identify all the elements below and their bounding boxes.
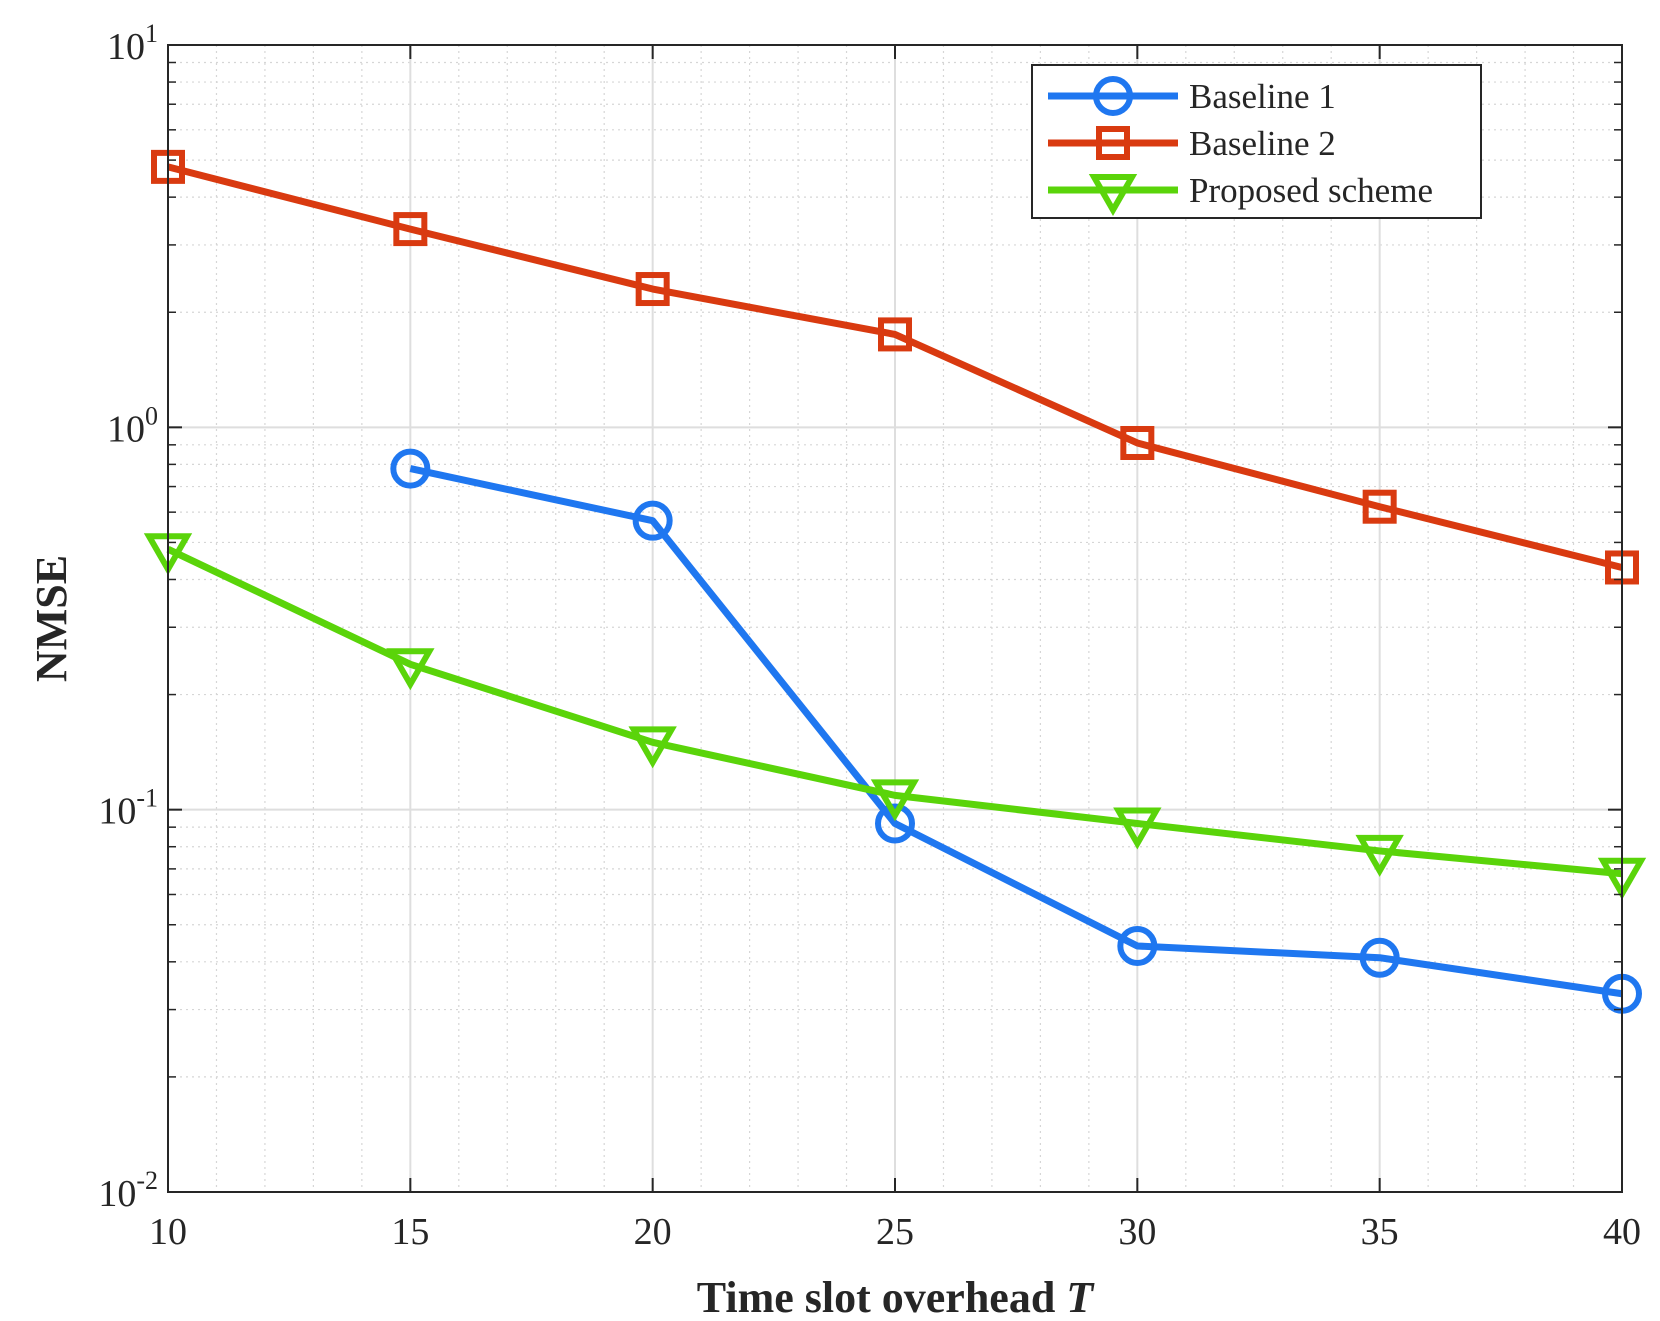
data-point-square [635,272,670,307]
legend-label: Baseline 1 [1189,77,1336,116]
legend-marker-circle [1093,76,1133,116]
x-tick-label: 15 [391,1211,429,1253]
series-baseline-1 [390,448,1642,1014]
data-point-triangle-down [870,779,920,822]
y-tick-label-exponent: -1 [136,784,158,813]
data-point-square [393,212,428,247]
legend-label: Proposed scheme [1189,171,1433,210]
x-tick-label: 35 [1361,1211,1399,1253]
x-axis-title-text: Time slot overhead [697,1273,1056,1321]
data-point-circle [1117,925,1158,966]
x-tick-label: 30 [1118,1211,1156,1253]
y-tick-label: 101 [107,19,158,68]
series-line [409,465,1623,998]
x-tick-label: 10 [149,1211,187,1253]
legend-marker-triangle-down [1088,174,1138,217]
y-axis-title: NMSE [27,555,76,682]
data-point-triangle-down [1355,834,1404,877]
data-point-circle [632,500,673,541]
data-point-circle [1359,937,1400,978]
y-tick-label-exponent: 1 [145,19,158,48]
data-point-triangle-down [1113,807,1162,850]
x-tick-label: 20 [634,1211,672,1253]
y-tick-label-base: 10 [98,1173,136,1215]
data-point-circle [390,448,431,489]
y-tick-label-base: 10 [107,26,145,68]
legend-label: Baseline 2 [1189,124,1336,163]
series-line [167,163,1623,571]
data-point-square [1120,425,1155,460]
data-point-square [878,317,912,352]
data-point-triangle-down [386,648,435,691]
x-axis-title: Time slot overhead T [697,1273,1096,1321]
y-tick-label-base: 10 [98,791,136,833]
x-axis-title-variable: T [1066,1273,1095,1321]
y-tick-label: 10-1 [98,784,158,833]
y-tick-label-exponent: 0 [145,401,158,430]
data-point-square [1362,489,1397,524]
y-tick-label-exponent: -2 [136,1166,158,1195]
data-point-triangle-down [628,726,677,769]
data-point-circle [875,803,915,844]
x-tick-label: 25 [876,1211,914,1253]
y-tick-label-base: 10 [107,408,145,450]
y-tick-label: 10-2 [98,1166,158,1215]
series-baseline-2 [151,149,1639,585]
x-tick-label: 40 [1603,1211,1641,1253]
series-line [166,546,1623,878]
legend-marker-square [1096,126,1130,160]
series-layer [143,149,1647,1014]
legend: Baseline 1 Baseline 2 Proposed scheme [1031,64,1482,219]
y-tick-label: 100 [107,401,158,450]
